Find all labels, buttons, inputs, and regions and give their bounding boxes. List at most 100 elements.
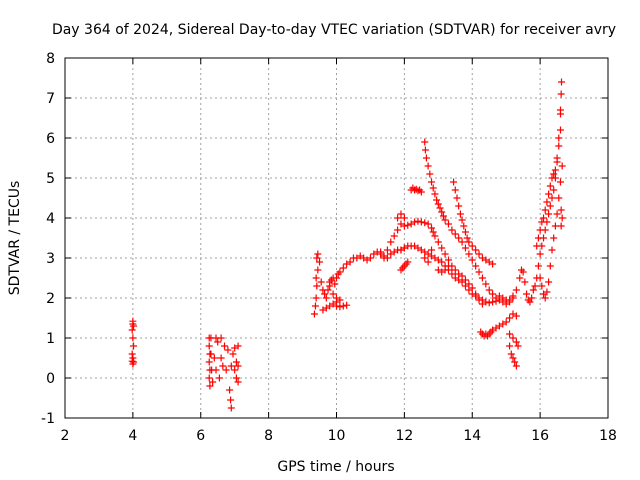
data-point xyxy=(482,280,490,288)
y-tick-label: 1 xyxy=(46,331,55,347)
x-tick-label: 4 xyxy=(128,428,137,444)
y-tick-label: 7 xyxy=(46,91,55,107)
data-point xyxy=(222,366,230,374)
chart-title: Day 364 of 2024, Sidereal Day-to-day VTE… xyxy=(52,22,616,38)
data-point xyxy=(519,268,527,276)
data-point xyxy=(312,274,320,282)
data-point xyxy=(512,362,520,370)
data-point xyxy=(541,206,549,214)
data-point xyxy=(444,256,452,264)
data-point xyxy=(224,346,232,354)
y-tick-label: 0 xyxy=(46,371,55,387)
x-tick-label: 12 xyxy=(395,428,413,444)
data-point xyxy=(377,248,385,256)
data-point xyxy=(512,338,520,346)
data-point xyxy=(129,334,137,342)
data-point xyxy=(458,238,466,246)
series-evening-rise xyxy=(495,78,566,306)
data-point xyxy=(336,303,344,311)
x-tick-label: 18 xyxy=(599,428,617,444)
data-point xyxy=(550,170,558,178)
data-point xyxy=(429,184,437,192)
data-point xyxy=(529,286,537,294)
data-point xyxy=(414,217,422,225)
data-point xyxy=(217,354,225,362)
data-point xyxy=(541,294,549,302)
data-point xyxy=(557,90,565,98)
data-point xyxy=(404,258,412,266)
data-point xyxy=(461,282,469,290)
data-point xyxy=(441,266,449,274)
data-point xyxy=(438,244,446,252)
x-tick-label: 14 xyxy=(463,428,481,444)
data-point xyxy=(511,358,519,366)
data-point xyxy=(428,246,436,254)
data-point xyxy=(336,268,344,276)
data-point xyxy=(339,302,347,310)
data-point xyxy=(215,374,223,382)
data-point xyxy=(234,378,242,386)
data-point xyxy=(545,190,553,198)
data-point xyxy=(210,354,218,362)
series-afternoon-dip xyxy=(477,310,522,370)
data-point xyxy=(555,142,563,150)
data-point xyxy=(417,218,425,226)
data-point xyxy=(533,242,541,250)
data-point xyxy=(461,244,469,252)
y-tick-label: -1 xyxy=(41,411,55,427)
series-morning-rise xyxy=(310,214,408,318)
x-axis-label: GPS time / hours xyxy=(277,459,394,475)
data-point xyxy=(448,226,456,234)
data-point xyxy=(558,214,566,222)
data-point xyxy=(472,246,480,254)
y-tick-label: 3 xyxy=(46,251,55,267)
data-point xyxy=(543,288,551,296)
data-point xyxy=(390,232,398,240)
data-point xyxy=(550,186,558,194)
data-point xyxy=(468,256,476,264)
data-point xyxy=(460,222,468,230)
data-point xyxy=(128,350,136,358)
data-point xyxy=(555,134,563,142)
data-point xyxy=(509,292,517,300)
data-point xyxy=(234,342,242,350)
series-spike-12-13h xyxy=(421,138,500,302)
data-point xyxy=(426,170,434,178)
data-point xyxy=(206,382,214,390)
data-point xyxy=(221,342,229,350)
data-point xyxy=(421,219,429,227)
data-point xyxy=(366,254,374,262)
data-point xyxy=(400,214,408,222)
data-point xyxy=(438,258,446,266)
data-point xyxy=(331,280,339,288)
data-point xyxy=(417,188,425,196)
data-point xyxy=(227,362,235,370)
data-point xyxy=(531,282,539,290)
data-point xyxy=(472,262,480,270)
data-point xyxy=(536,226,544,234)
data-point xyxy=(421,254,429,262)
data-point xyxy=(234,362,242,370)
data-point xyxy=(324,286,332,294)
data-point xyxy=(465,238,473,246)
data-point xyxy=(207,350,215,358)
data-point xyxy=(509,334,517,342)
data-point xyxy=(129,354,137,362)
data-point xyxy=(492,297,500,305)
data-point xyxy=(333,302,340,310)
data-point xyxy=(314,266,322,274)
data-point xyxy=(205,374,213,382)
data-point xyxy=(485,286,493,294)
data-point xyxy=(489,290,497,298)
data-point xyxy=(555,194,563,202)
data-point xyxy=(506,342,514,350)
data-point xyxy=(346,258,354,266)
data-point xyxy=(448,270,456,278)
data-point xyxy=(551,166,559,174)
data-point xyxy=(424,258,432,266)
data-point xyxy=(441,216,449,224)
data-point xyxy=(536,250,544,258)
data-point xyxy=(512,312,520,320)
data-point xyxy=(227,396,235,404)
